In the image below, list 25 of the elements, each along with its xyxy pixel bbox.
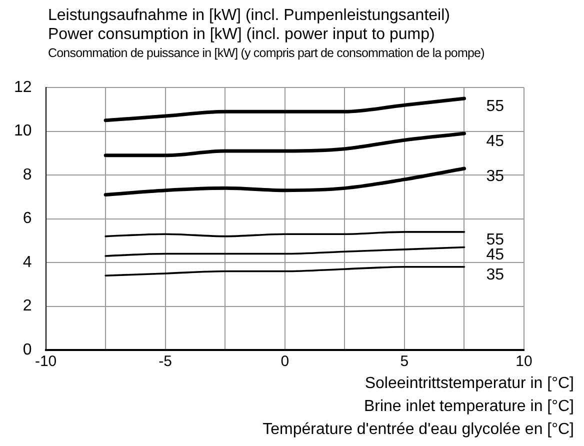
y-tick-label: 10 [14, 122, 32, 140]
series-label: 35 [486, 266, 504, 284]
y-tick-label: 2 [22, 298, 32, 315]
x-tick-label: 5 [400, 353, 409, 370]
line-series [104, 246, 466, 257]
x-tick-label: 0 [280, 353, 290, 370]
line-series [104, 96, 466, 122]
line-series [104, 132, 466, 158]
series-label: 45 [486, 132, 504, 150]
x-tick-label: -5 [158, 353, 172, 370]
line-series [104, 166, 466, 196]
series-label: 45 [486, 246, 504, 264]
y-tick-label: 8 [22, 166, 32, 184]
series-label: 55 [486, 98, 504, 115]
x-axis-title: Soleeintrittstemperatur in [°C] Brine inlet temperature in [°C] Température d'entrée d'eau glycolée en [°C] [262, 374, 574, 440]
line-series [104, 266, 466, 277]
x-tick-label: 10 [516, 353, 532, 370]
y-tick-label: 6 [22, 210, 32, 228]
y-axis-title: Leistungsaufnahme in [kW] (incl. Pumpenleistungsanteil) Power consumption in [kW] (incl. power input to pump) Consommation de puissance in [kW] (y compris part de consommation de la pompe) [48, 6, 484, 62]
y-tick-label: 12 [14, 79, 32, 96]
x-tick-label: -10 [34, 353, 57, 370]
series-label: 55 [486, 231, 504, 248]
y-tick-label: 4 [22, 254, 32, 271]
series-label: 35 [486, 168, 504, 185]
y-tick-label: 0 [22, 341, 32, 358]
